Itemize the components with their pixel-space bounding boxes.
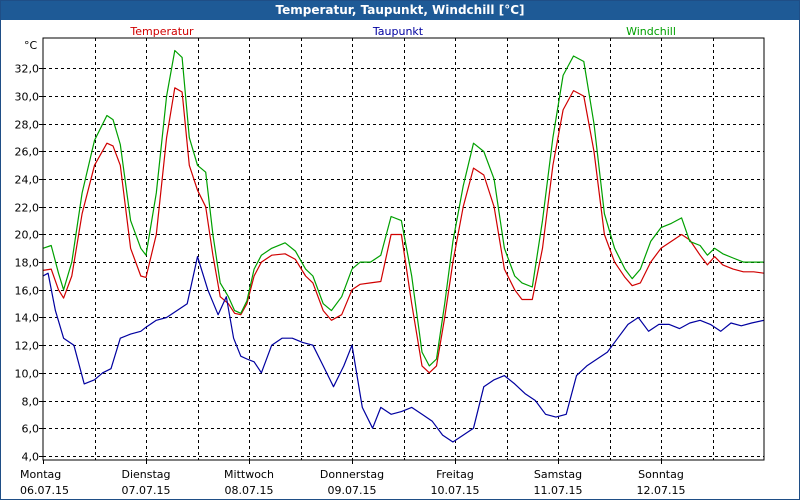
window-titlebar: Temperatur, Taupunkt, Windchill [°C] <box>0 0 800 20</box>
x-tick-label-date: 08.07.15 <box>225 484 274 497</box>
plot-border <box>42 37 765 461</box>
y-tick-label: 14,0 <box>15 312 40 325</box>
y-tick-label: 26,0 <box>15 146 40 159</box>
y-tick-label: 32,0 <box>15 63 40 76</box>
x-tick-label-day: Montag <box>20 468 61 481</box>
y-tick-label: 18,0 <box>15 257 40 270</box>
series-line-taupunkt <box>42 256 765 443</box>
legend-taupunkt: Taupunkt <box>372 25 424 38</box>
x-tick-label-date: 06.07.15 <box>20 484 69 497</box>
x-tick-label-day: Mittwoch <box>224 468 274 481</box>
x-tick-label-date: 07.07.15 <box>122 484 171 497</box>
y-tick-label: 24,0 <box>15 174 40 187</box>
series-line-temperatur <box>42 87 765 374</box>
y-tick-label: 22,0 <box>15 202 40 215</box>
x-tick-label-date: 11.07.15 <box>534 484 583 497</box>
legend-temperatur: Temperatur <box>129 25 194 38</box>
y-tick-label: 28,0 <box>15 119 40 132</box>
y-tick-label: 4,0 <box>22 451 40 464</box>
y-tick-label: 12,0 <box>15 340 40 353</box>
legend-windchill: Windchill <box>626 25 676 38</box>
x-tick-label-day: Donnerstag <box>320 468 384 481</box>
x-tick-label-day: Dienstag <box>121 468 170 481</box>
y-tick-label: 10,0 <box>15 368 40 381</box>
y-tick-label: 16,0 <box>15 285 40 298</box>
x-tick-label-date: 12.07.15 <box>637 484 686 497</box>
y-tick-label: 20,0 <box>15 229 40 242</box>
y-tick-label: 6,0 <box>22 423 40 436</box>
x-tick-label-day: Freitag <box>436 468 474 481</box>
x-tick-label-date: 09.07.15 <box>328 484 377 497</box>
x-tick-label-day: Sonntag <box>638 468 684 481</box>
series-line-windchill <box>42 49 764 367</box>
y-tick-label: 8,0 <box>22 396 40 409</box>
y-tick-label: 30,0 <box>15 91 40 104</box>
window-title: Temperatur, Taupunkt, Windchill [°C] <box>275 3 525 17</box>
x-tick-label-date: 10.07.15 <box>431 484 480 497</box>
y-axis-unit: °C <box>24 39 38 52</box>
x-tick-label-day: Samstag <box>534 468 582 481</box>
